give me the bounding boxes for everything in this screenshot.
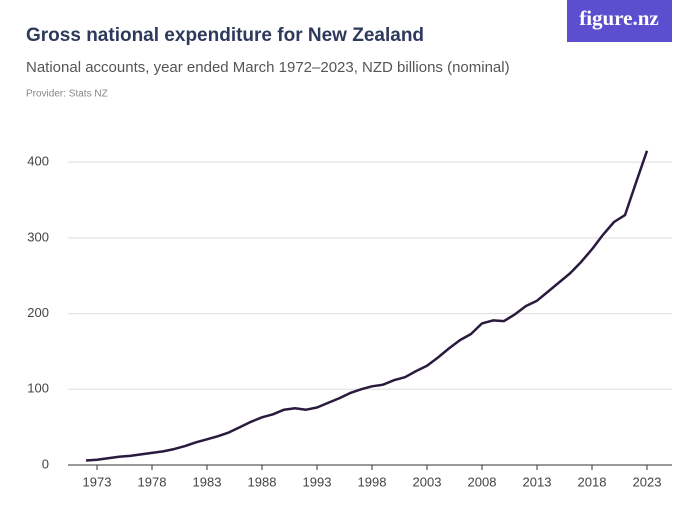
line	[85, 150, 649, 462]
chart-title: Gross national expenditure for New Zeala…	[26, 25, 424, 46]
y-tick-label: 200	[27, 305, 49, 320]
x-tick-label: 2023	[633, 474, 662, 489]
x-tick-label: 1978	[138, 474, 167, 489]
y-tick-label: 400	[27, 154, 49, 169]
logo-box	[567, 0, 672, 42]
provider: Provider: Stats NZ	[26, 89, 108, 100]
x-tick-label: 2018	[578, 474, 607, 489]
chart-subtitle: National accounts, year ended March 1972…	[26, 59, 510, 76]
x-tick-label: 1973	[83, 474, 112, 489]
x-tick-label: 2013	[523, 474, 552, 489]
x-tick-label: 2003	[413, 474, 442, 489]
x-tick-label: 1983	[193, 474, 222, 489]
x-tick-label: 1988	[248, 474, 277, 489]
logo: figure.nz	[579, 6, 659, 30]
y-tick-label: 100	[27, 381, 49, 396]
y-tick-label: 0	[42, 456, 49, 471]
x-tick-label: 1993	[303, 474, 332, 489]
y-tick-label: 300	[27, 229, 49, 244]
x-tick-label: 2008	[468, 474, 497, 489]
x-tick-label: 1998	[358, 474, 387, 489]
